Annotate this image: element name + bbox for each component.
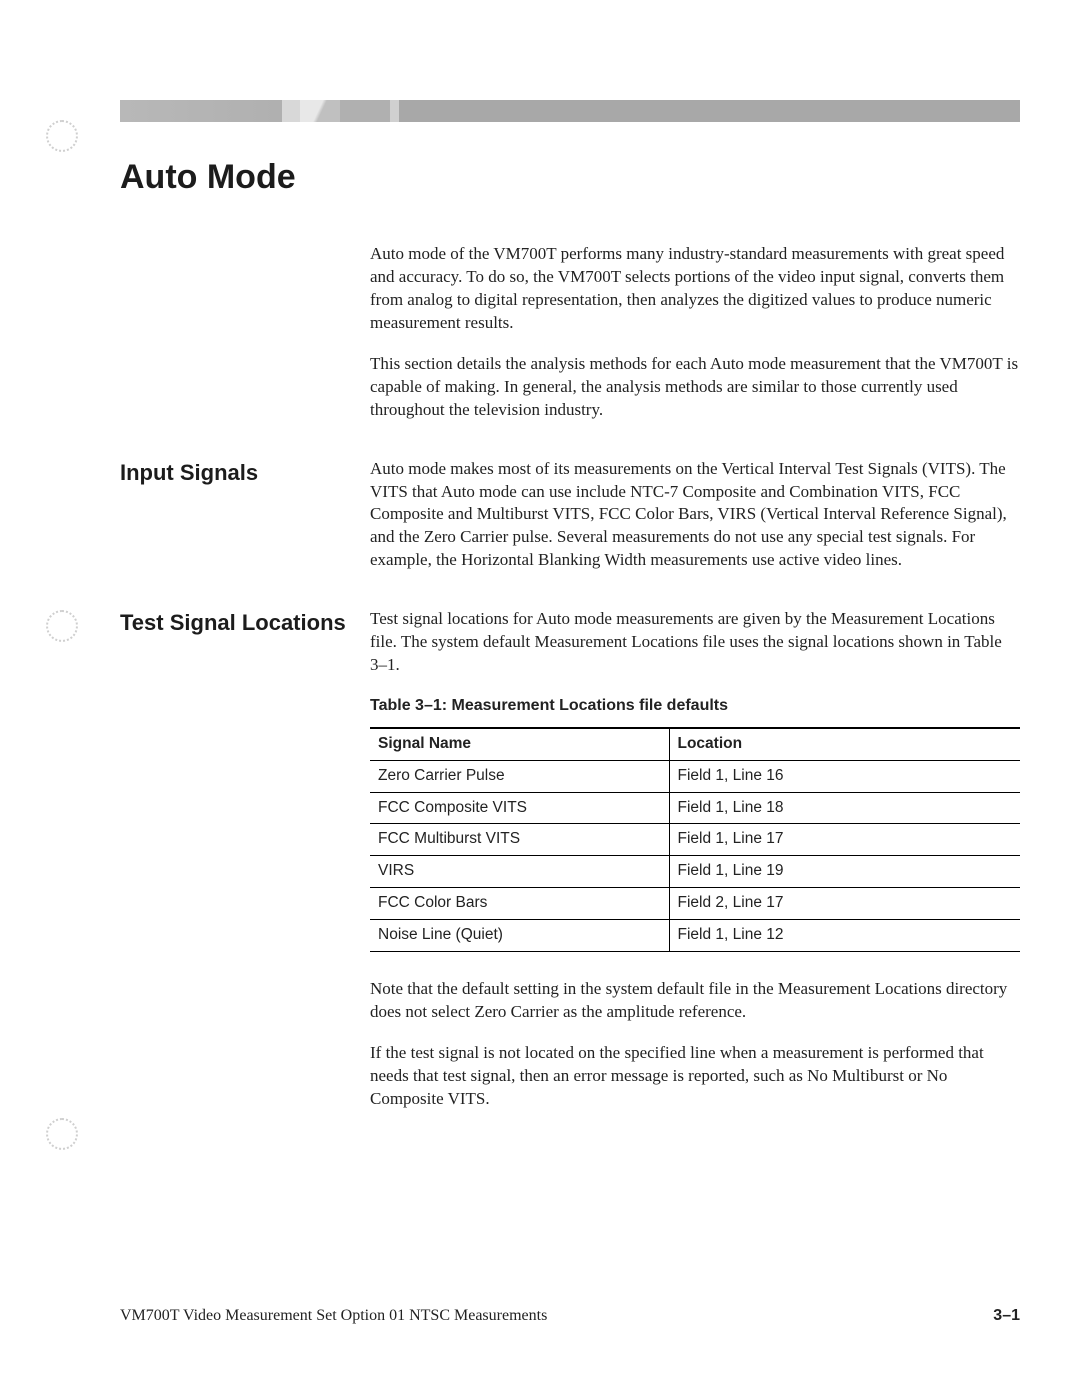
body-paragraph: If the test signal is not located on the… <box>370 1042 1020 1111</box>
table-cell: FCC Multiburst VITS <box>370 824 669 856</box>
intro-section: Auto mode of the VM700T performs many in… <box>120 243 1020 440</box>
measurement-locations-table: Signal Name Location Zero Carrier Pulse … <box>370 727 1020 952</box>
intro-paragraph: Auto mode of the VM700T performs many in… <box>370 243 1020 335</box>
table-header: Location <box>669 728 1020 760</box>
table-cell: Zero Carrier Pulse <box>370 760 669 792</box>
table-cell: Field 2, Line 17 <box>669 888 1020 920</box>
punch-hole <box>46 1118 78 1150</box>
body-paragraph: Test signal locations for Auto mode meas… <box>370 608 1020 677</box>
table-row: FCC Composite VITS Field 1, Line 18 <box>370 792 1020 824</box>
table-cell: VIRS <box>370 856 669 888</box>
table-caption: Table 3–1: Measurement Locations file de… <box>370 695 1020 717</box>
table-cell: Field 1, Line 18 <box>669 792 1020 824</box>
body-paragraph: Note that the default setting in the sys… <box>370 978 1020 1024</box>
table-cell: FCC Composite VITS <box>370 792 669 824</box>
table-cell: FCC Color Bars <box>370 888 669 920</box>
section-body: Test signal locations for Auto mode meas… <box>370 608 1020 1129</box>
section-heading: Test Signal Locations <box>120 608 360 1129</box>
table-cell: Noise Line (Quiet) <box>370 920 669 952</box>
page-content: Auto Mode Auto mode of the VM700T perfor… <box>120 100 1020 1147</box>
table-cell: Field 1, Line 19 <box>669 856 1020 888</box>
punch-hole <box>46 120 78 152</box>
section-heading: Input Signals <box>120 458 360 591</box>
section-test-signal-locations: Test Signal Locations Test signal locati… <box>120 608 1020 1129</box>
body-paragraph: Auto mode makes most of its measurements… <box>370 458 1020 573</box>
intro-paragraph: This section details the analysis method… <box>370 353 1020 422</box>
table-row: FCC Color Bars Field 2, Line 17 <box>370 888 1020 920</box>
table-cell: Field 1, Line 16 <box>669 760 1020 792</box>
table-header: Signal Name <box>370 728 669 760</box>
page-footer: VM700T Video Measurement Set Option 01 N… <box>120 1307 1020 1325</box>
table-row: Zero Carrier Pulse Field 1, Line 16 <box>370 760 1020 792</box>
page-number: 3–1 <box>993 1307 1020 1325</box>
intro-body: Auto mode of the VM700T performs many in… <box>370 243 1020 440</box>
punch-hole <box>46 610 78 642</box>
table-cell: Field 1, Line 12 <box>669 920 1020 952</box>
table-row: VIRS Field 1, Line 19 <box>370 856 1020 888</box>
table-cell: Field 1, Line 17 <box>669 824 1020 856</box>
section-body: Auto mode makes most of its measurements… <box>370 458 1020 591</box>
table-row: FCC Multiburst VITS Field 1, Line 17 <box>370 824 1020 856</box>
header-banner <box>120 100 1020 122</box>
table-header-row: Signal Name Location <box>370 728 1020 760</box>
section-input-signals: Input Signals Auto mode makes most of it… <box>120 458 1020 591</box>
table-row: Noise Line (Quiet) Field 1, Line 12 <box>370 920 1020 952</box>
page-title: Auto Mode <box>120 158 1020 197</box>
footer-text: VM700T Video Measurement Set Option 01 N… <box>120 1307 547 1325</box>
